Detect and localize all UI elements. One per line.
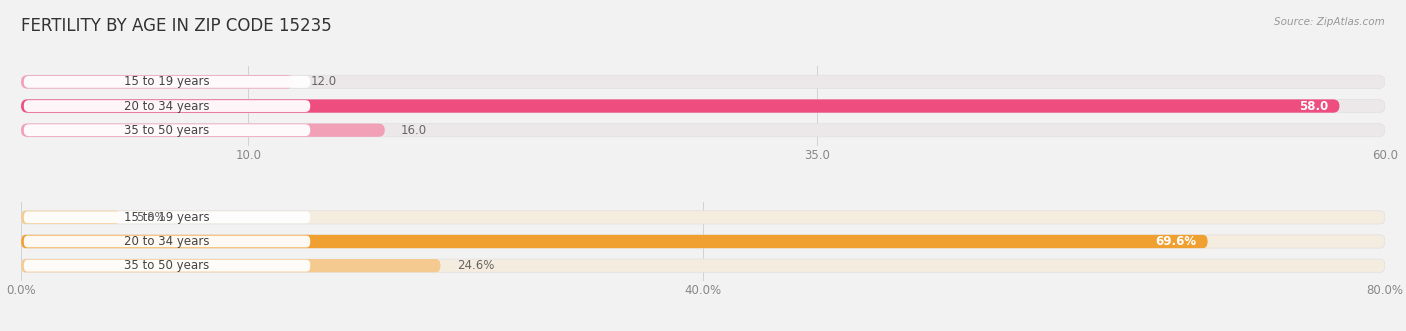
FancyBboxPatch shape [21,99,1340,113]
Text: 35 to 50 years: 35 to 50 years [124,124,209,137]
Text: 20 to 34 years: 20 to 34 years [124,235,209,248]
FancyBboxPatch shape [24,236,311,248]
FancyBboxPatch shape [21,75,294,88]
Text: Source: ZipAtlas.com: Source: ZipAtlas.com [1274,17,1385,26]
FancyBboxPatch shape [21,123,1385,137]
Text: 24.6%: 24.6% [457,259,494,272]
FancyBboxPatch shape [21,259,1385,272]
Text: 12.0: 12.0 [311,75,336,88]
FancyBboxPatch shape [21,99,1385,113]
FancyBboxPatch shape [21,235,1208,248]
Text: 16.0: 16.0 [401,124,427,137]
FancyBboxPatch shape [21,123,385,137]
FancyBboxPatch shape [24,124,311,136]
Text: 15 to 19 years: 15 to 19 years [124,211,209,224]
FancyBboxPatch shape [24,76,311,88]
Text: FERTILITY BY AGE IN ZIP CODE 15235: FERTILITY BY AGE IN ZIP CODE 15235 [21,17,332,34]
FancyBboxPatch shape [21,259,440,272]
FancyBboxPatch shape [21,211,1385,224]
Text: 58.0: 58.0 [1299,100,1329,113]
Text: 20 to 34 years: 20 to 34 years [124,100,209,113]
FancyBboxPatch shape [24,260,311,271]
FancyBboxPatch shape [24,100,311,112]
Text: 5.8%: 5.8% [136,211,166,224]
FancyBboxPatch shape [21,75,1385,88]
Text: 15 to 19 years: 15 to 19 years [124,75,209,88]
FancyBboxPatch shape [24,212,311,223]
FancyBboxPatch shape [21,235,1385,248]
FancyBboxPatch shape [21,211,120,224]
Text: 35 to 50 years: 35 to 50 years [124,259,209,272]
Text: 69.6%: 69.6% [1156,235,1197,248]
